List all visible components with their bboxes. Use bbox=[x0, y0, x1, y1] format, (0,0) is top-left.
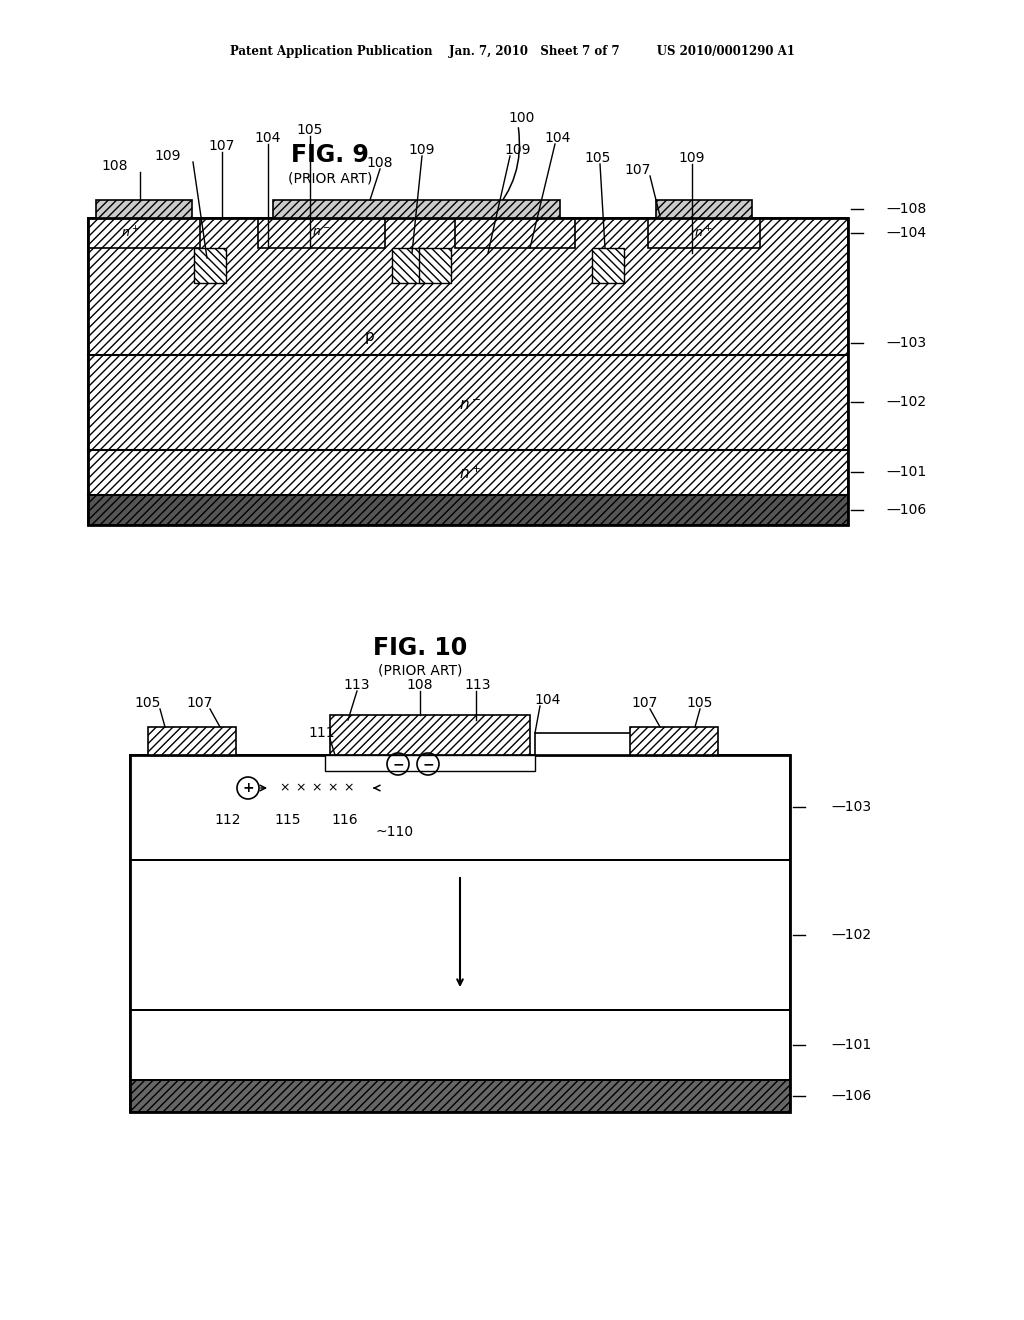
Bar bbox=[194, 248, 226, 282]
Text: (PRIOR ART): (PRIOR ART) bbox=[378, 664, 462, 678]
Text: —106: —106 bbox=[886, 503, 927, 517]
Bar bbox=[656, 201, 752, 218]
Text: 112: 112 bbox=[215, 813, 242, 828]
Text: 113: 113 bbox=[344, 678, 371, 692]
Bar bbox=[648, 218, 760, 248]
Text: −: − bbox=[422, 756, 434, 771]
Bar bbox=[630, 727, 718, 755]
Text: 105: 105 bbox=[687, 696, 713, 710]
Bar bbox=[130, 755, 790, 861]
Bar bbox=[88, 218, 848, 355]
Text: $n^+$: $n^+$ bbox=[459, 465, 481, 482]
Bar bbox=[96, 201, 193, 218]
Text: FIG. 9: FIG. 9 bbox=[291, 143, 369, 168]
Text: +: + bbox=[243, 781, 254, 795]
Bar bbox=[130, 1080, 790, 1111]
Text: 108: 108 bbox=[101, 158, 128, 173]
Bar bbox=[88, 218, 200, 248]
Text: Patent Application Publication    Jan. 7, 2010   Sheet 7 of 7         US 2010/00: Patent Application Publication Jan. 7, 2… bbox=[229, 45, 795, 58]
Bar bbox=[148, 727, 236, 755]
Text: —102: —102 bbox=[831, 928, 871, 942]
Text: 107: 107 bbox=[625, 162, 651, 177]
Text: ×: × bbox=[344, 781, 354, 795]
Text: —101: —101 bbox=[886, 465, 927, 479]
Text: 107: 107 bbox=[632, 696, 658, 710]
Text: ~110: ~110 bbox=[376, 825, 414, 840]
Bar bbox=[419, 248, 451, 282]
Text: $n^+$: $n^+$ bbox=[121, 226, 139, 240]
Text: —102: —102 bbox=[886, 395, 926, 409]
Bar bbox=[455, 218, 575, 248]
Text: —101: —101 bbox=[831, 1038, 871, 1052]
Text: 107: 107 bbox=[186, 696, 213, 710]
Text: $n^+$: $n^+$ bbox=[693, 226, 713, 240]
Text: FIG. 10: FIG. 10 bbox=[373, 636, 467, 660]
Text: (PRIOR ART): (PRIOR ART) bbox=[288, 172, 372, 185]
Bar bbox=[273, 201, 560, 218]
Bar bbox=[535, 733, 635, 755]
Text: 109: 109 bbox=[505, 143, 531, 157]
Text: 108: 108 bbox=[367, 156, 393, 170]
Text: 113: 113 bbox=[465, 678, 492, 692]
Text: —106: —106 bbox=[831, 1089, 871, 1104]
Text: 104: 104 bbox=[545, 131, 571, 145]
Text: —108: —108 bbox=[886, 202, 927, 216]
Text: —104: —104 bbox=[886, 226, 926, 240]
Text: 115: 115 bbox=[274, 813, 301, 828]
Text: 105: 105 bbox=[585, 150, 611, 165]
Text: 116: 116 bbox=[332, 813, 358, 828]
Text: 104: 104 bbox=[255, 131, 282, 145]
Text: ×: × bbox=[328, 781, 338, 795]
Text: p: p bbox=[366, 330, 375, 345]
Text: 109: 109 bbox=[679, 150, 706, 165]
Text: 107: 107 bbox=[209, 139, 236, 153]
Text: —103: —103 bbox=[886, 337, 926, 350]
Bar bbox=[130, 1010, 790, 1080]
Text: 100: 100 bbox=[509, 111, 536, 125]
Bar bbox=[330, 715, 530, 755]
Text: ×: × bbox=[280, 781, 290, 795]
Text: 104: 104 bbox=[535, 693, 561, 708]
Bar bbox=[130, 861, 790, 1010]
Bar bbox=[392, 248, 424, 282]
Bar bbox=[88, 450, 848, 495]
Text: 105: 105 bbox=[135, 696, 161, 710]
Text: 109: 109 bbox=[409, 143, 435, 157]
Text: 111: 111 bbox=[308, 726, 335, 741]
Bar bbox=[88, 355, 848, 450]
Text: $n^-$: $n^-$ bbox=[311, 227, 331, 239]
Text: −: − bbox=[392, 756, 403, 771]
Bar bbox=[130, 755, 790, 1111]
Text: ×: × bbox=[311, 781, 323, 795]
Bar bbox=[258, 218, 385, 248]
Bar bbox=[88, 495, 848, 525]
Text: —103: —103 bbox=[831, 800, 871, 814]
Text: $n^-$: $n^-$ bbox=[459, 397, 481, 412]
Bar bbox=[88, 218, 848, 525]
Text: ×: × bbox=[296, 781, 306, 795]
Text: 109: 109 bbox=[155, 149, 181, 162]
Bar bbox=[325, 755, 535, 771]
Bar bbox=[592, 248, 624, 282]
Text: 108: 108 bbox=[407, 678, 433, 692]
Text: 105: 105 bbox=[297, 123, 324, 137]
